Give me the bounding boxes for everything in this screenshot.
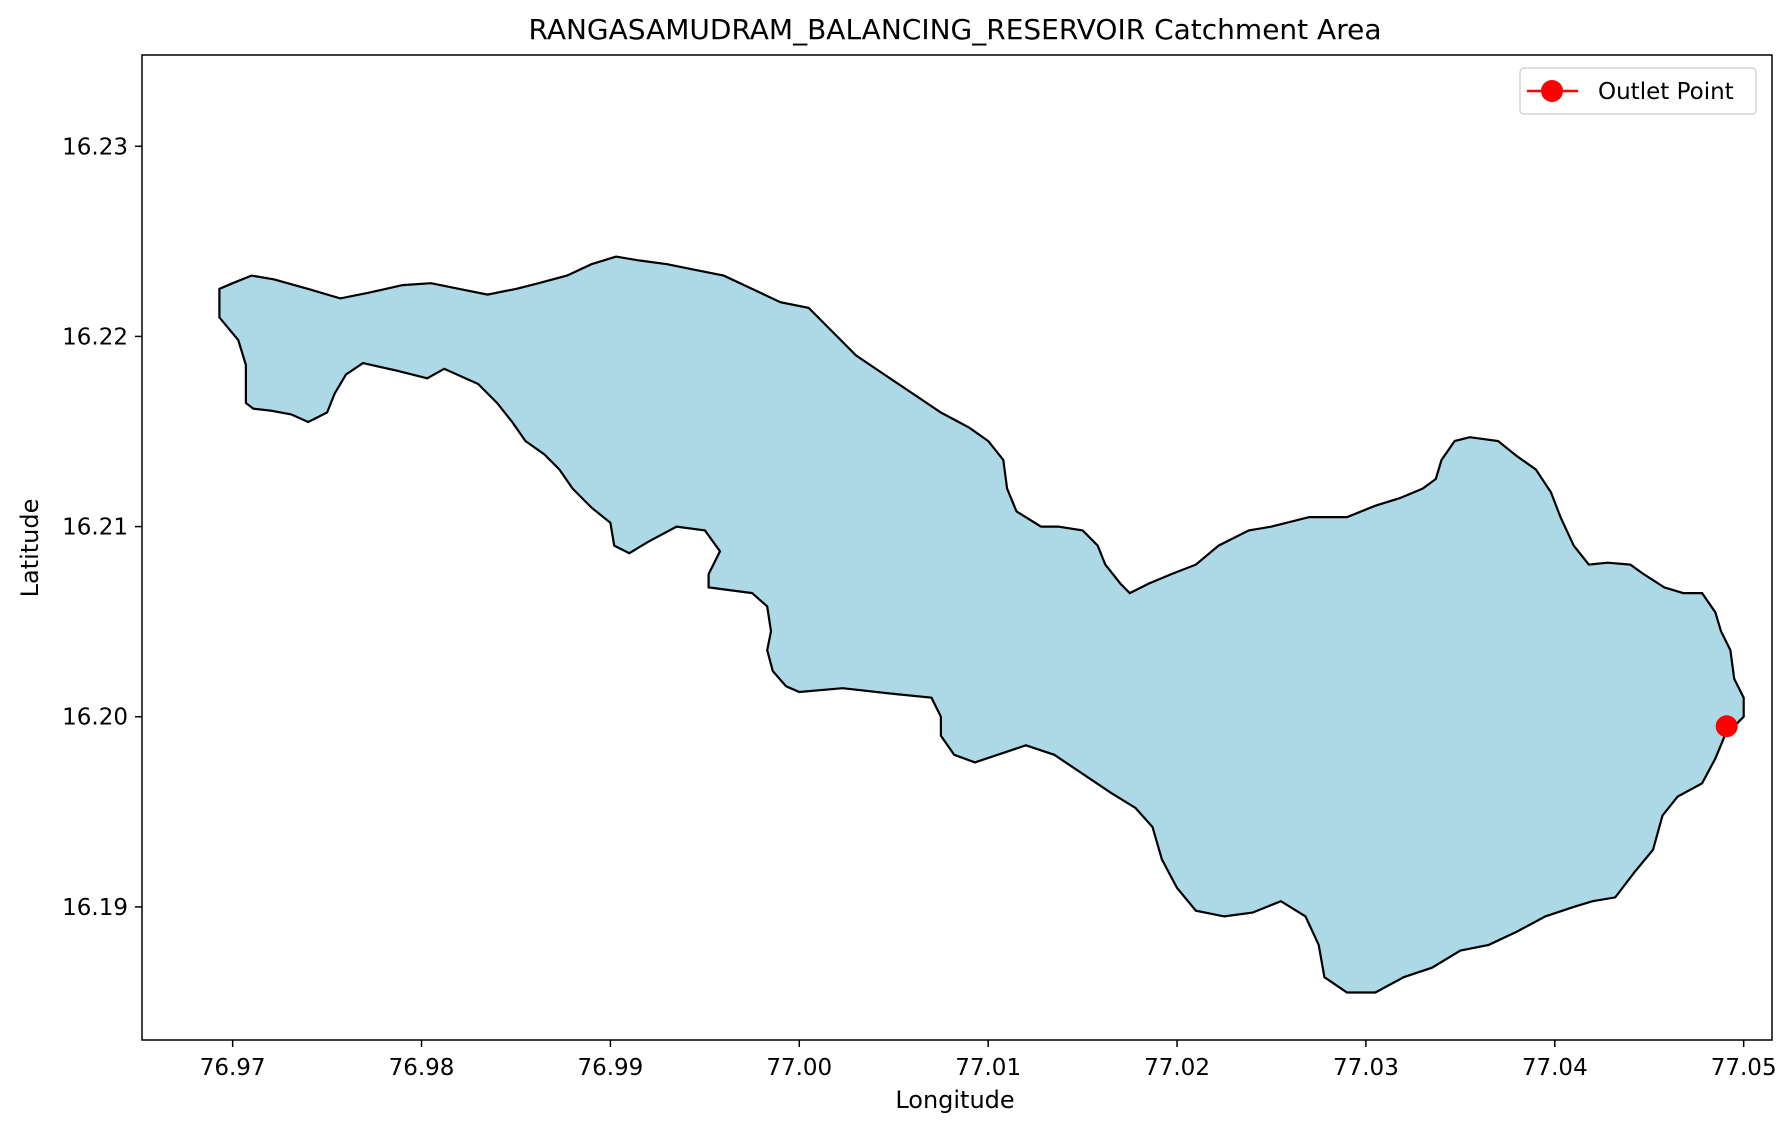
catchment-polygon xyxy=(218,255,1745,994)
plot-frame xyxy=(141,54,1773,1041)
x-tick-label: 77.02 xyxy=(1144,1055,1210,1081)
y-axis-label: Latitude xyxy=(16,499,44,598)
x-tick-label: 77.03 xyxy=(1333,1055,1399,1081)
y-tick-label: 16.22 xyxy=(62,324,128,350)
legend-box xyxy=(1519,67,1757,115)
catchment-layer xyxy=(218,255,1745,994)
x-tick-label: 77.00 xyxy=(766,1055,832,1081)
x-tick-label: 76.98 xyxy=(389,1055,455,1081)
y-tick-label: 16.23 xyxy=(62,134,128,160)
y-axis-ticks: 16.19 16.20 16.21 16.22 16.23 xyxy=(62,134,142,921)
y-tick-label: 16.20 xyxy=(62,705,128,731)
chart-title: RANGASAMUDRAM_BALANCING_RESERVOIR Catchm… xyxy=(529,13,1382,46)
plot-area xyxy=(141,54,1773,1041)
legend-circle-marker xyxy=(1541,80,1563,102)
outlet-layer xyxy=(1715,715,1738,738)
x-tick-label: 76.97 xyxy=(200,1055,266,1081)
x-axis-ticks: 76.97 76.98 76.99 77.00 77.01 77.02 77.03 77.04… xyxy=(200,1040,1777,1081)
legend-label-outlet-point: Outlet Point xyxy=(1598,79,1734,105)
x-tick-label: 77.01 xyxy=(955,1055,1021,1081)
y-tick-label: 16.21 xyxy=(62,515,128,541)
x-tick-label: 76.99 xyxy=(577,1055,643,1081)
x-tick-label: 77.05 xyxy=(1711,1055,1777,1081)
y-tick-label: 16.19 xyxy=(62,895,128,921)
x-tick-label: 77.04 xyxy=(1522,1055,1588,1081)
outlet-point-marker xyxy=(1715,715,1738,738)
legend: Outlet Point xyxy=(1519,67,1757,115)
x-axis-label: Longitude xyxy=(895,1086,1014,1114)
